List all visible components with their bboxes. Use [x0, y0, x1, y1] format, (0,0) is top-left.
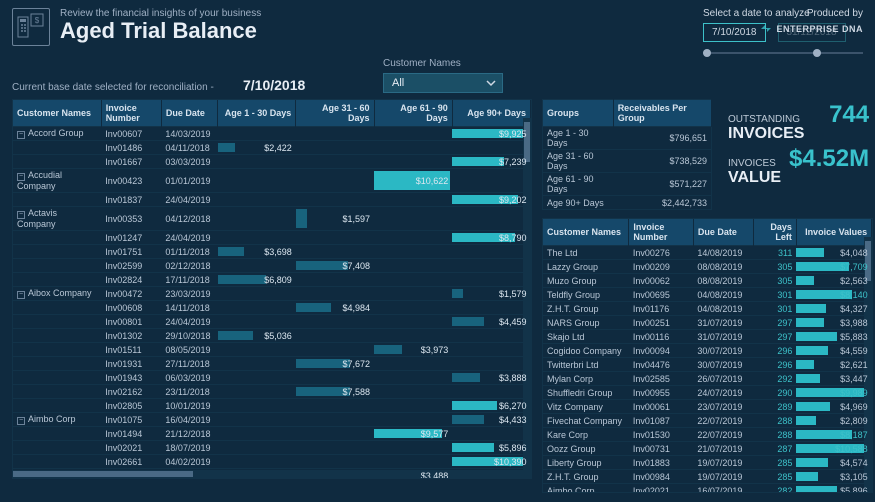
table-row[interactable]: Inv0151108/05/2019$3,973 — [13, 343, 531, 357]
table-row[interactable]: Inv0080124/04/2019$4,459 — [13, 315, 531, 329]
brand-logo: ENTERPRISE DNA — [760, 23, 863, 35]
table-row[interactable]: Z.H.T. GroupInv0098419/07/2019285$3,105 — [543, 470, 872, 484]
kpi-value-label: INVOICESVALUE — [728, 158, 781, 187]
table-row[interactable]: Inv0280510/01/2019$6,270 — [13, 399, 531, 413]
table-row[interactable]: Inv0259902/12/2018$7,408 — [13, 259, 531, 273]
table-row[interactable]: Inv0202118/07/2019$5,896 — [13, 441, 531, 455]
table-row[interactable]: −Actavis CompanyInv0035304/12/2018$1,597 — [13, 207, 531, 231]
column-header[interactable]: Receivables Per Group — [613, 100, 711, 127]
table-row[interactable]: Inv0266104/02/2019$10,390 — [13, 455, 531, 469]
expand-icon[interactable]: − — [17, 131, 25, 139]
column-header[interactable]: Due Date — [693, 219, 753, 246]
produced-by-label: Produced by — [760, 8, 863, 19]
kpi-outstanding-label: OUTSTANDINGINVOICES — [728, 114, 804, 143]
report-title: Aged Trial Balance — [60, 19, 261, 42]
table-row[interactable]: Fivechat CompanyInv0108722/07/2019288$2,… — [543, 414, 872, 428]
table-row[interactable]: Inv0166703/03/2019$7,239 — [13, 155, 531, 169]
table-row[interactable]: −Accord GroupInv0060714/03/2019$9,925 — [13, 127, 531, 141]
column-header[interactable]: Invoice Number — [101, 100, 161, 127]
expand-icon[interactable]: − — [17, 291, 25, 299]
table-row[interactable]: −Aibox CompanyInv0047223/03/2019$1,579 — [13, 287, 531, 301]
table-row[interactable]: Z.H.T. GroupInv0117604/08/2019301$4,327 — [543, 302, 872, 316]
column-header[interactable]: Customer Names — [543, 219, 629, 246]
basedate-value: 7/10/2018 — [243, 77, 363, 93]
svg-text:$: $ — [35, 16, 40, 25]
table-row[interactable]: −Aimbo CorpInv0107516/04/2019$4,433 — [13, 413, 531, 427]
table-row[interactable]: Vitz CompanyInv0006123/07/2019289$4,969 — [543, 400, 872, 414]
column-header[interactable]: Age 31 - 60 Days — [296, 100, 374, 127]
table-row[interactable]: Age 90+ Days$2,442,733 — [543, 196, 712, 210]
table-row[interactable]: Teldfly GroupInv0069504/08/2019301$8,140 — [543, 288, 872, 302]
table-row[interactable]: NARS GroupInv0025131/07/2019297$3,988 — [543, 316, 872, 330]
table-row[interactable]: Lazzy GroupInv0020908/08/2019305$7,709 — [543, 260, 872, 274]
table-row[interactable]: Inv0194306/03/2019$3,888 — [13, 371, 531, 385]
table-row[interactable]: Mylan CorpInv0258526/07/2019292$3,447 — [543, 372, 872, 386]
column-header[interactable]: Invoice Values — [796, 219, 871, 246]
expand-icon[interactable]: − — [17, 417, 25, 425]
table-row[interactable]: Inv0130229/10/2018$5,036 — [13, 329, 531, 343]
table-row[interactable]: Oozz GroupInv0073121/07/2019287$10,588 — [543, 442, 872, 456]
table-row[interactable]: Inv0124724/04/2019$8,790 — [13, 231, 531, 245]
table-row[interactable]: Age 1 - 30 Days$796,651 — [543, 127, 712, 150]
table-row[interactable]: Shuffledri GroupInv0095524/07/2019290$9,… — [543, 386, 872, 400]
column-header[interactable]: Age 1 - 30 Days — [218, 100, 296, 127]
expand-icon[interactable]: − — [17, 211, 25, 219]
table-row[interactable]: Inv0060814/11/2018$4,984 — [13, 301, 531, 315]
table-row[interactable]: Age 31 - 60 Days$738,529 — [543, 150, 712, 173]
chevron-down-icon — [486, 78, 496, 91]
column-header[interactable]: Groups — [543, 100, 614, 127]
date-from-box[interactable]: 7/10/2018 — [703, 23, 766, 42]
customer-dropdown-label: Customer Names — [383, 58, 503, 69]
column-header[interactable]: Customer Names — [13, 100, 101, 127]
receivables-group-table[interactable]: GroupsReceivables Per GroupAge 1 - 30 Da… — [542, 99, 712, 210]
column-header[interactable]: Due Date — [161, 100, 217, 127]
table-row[interactable]: Inv0149421/12/2018$9,577 — [13, 427, 531, 441]
aged-balance-table[interactable]: Customer NamesInvoice NumberDue DateAge … — [13, 100, 531, 479]
table-row[interactable]: Inv0216223/11/2018$7,588 — [13, 385, 531, 399]
basedate-label: Current base date selected for reconcili… — [12, 82, 227, 93]
table-row[interactable]: Aimbo CorpInv0202116/07/2019282$5,896 — [543, 484, 872, 494]
table-row[interactable]: Skajo LtdInv0011631/07/2019297$5,883 — [543, 330, 872, 344]
expand-icon[interactable]: − — [17, 173, 25, 181]
column-header[interactable]: Age 61 - 90 Days — [374, 100, 452, 127]
table-row[interactable]: Liberty GroupInv0188319/07/2019285$4,574 — [543, 456, 872, 470]
kpi-outstanding-value: 744 — [829, 101, 869, 129]
kpi-value-value: $4.52M — [789, 145, 869, 173]
customer-dropdown[interactable]: All — [383, 73, 503, 93]
table-row[interactable]: The LtdInv0027614/08/2019311$4,048 — [543, 246, 872, 260]
table-row[interactable]: Cogidoo CompanyInv0009430/07/2019296$4,5… — [543, 344, 872, 358]
table-row[interactable]: Age 61 - 90 Days$571,227 — [543, 173, 712, 196]
column-header[interactable]: Invoice Number — [629, 219, 693, 246]
table-row[interactable]: Twitterbri LtdInv0447630/07/2019296$2,62… — [543, 358, 872, 372]
table-row[interactable]: Inv0148604/11/2018$2,422 — [13, 141, 531, 155]
table-row[interactable]: Inv0282417/11/2018$6,809 — [13, 273, 531, 287]
invoice-detail-table[interactable]: Customer NamesInvoice NumberDue DateDays… — [543, 219, 872, 493]
column-header[interactable]: Age 90+ Days — [452, 100, 530, 127]
date-slider[interactable] — [703, 52, 863, 54]
table-row[interactable]: Muzo GroupInv0006208/08/2019305$2,563 — [543, 274, 872, 288]
table-row[interactable]: Inv0183724/04/2019$9,202 — [13, 193, 531, 207]
table-row[interactable]: Inv0175101/11/2018$3,698 — [13, 245, 531, 259]
column-header[interactable]: Days Left — [753, 219, 796, 246]
report-logo: $ — [12, 8, 50, 46]
table-row[interactable]: Inv0193127/11/2018$7,672 — [13, 357, 531, 371]
table-row[interactable]: Kare CorpInv0153022/07/2019288$8,187 — [543, 428, 872, 442]
table-row[interactable]: −Accudial CompanyInv0042301/01/2019$10,6… — [13, 169, 531, 193]
